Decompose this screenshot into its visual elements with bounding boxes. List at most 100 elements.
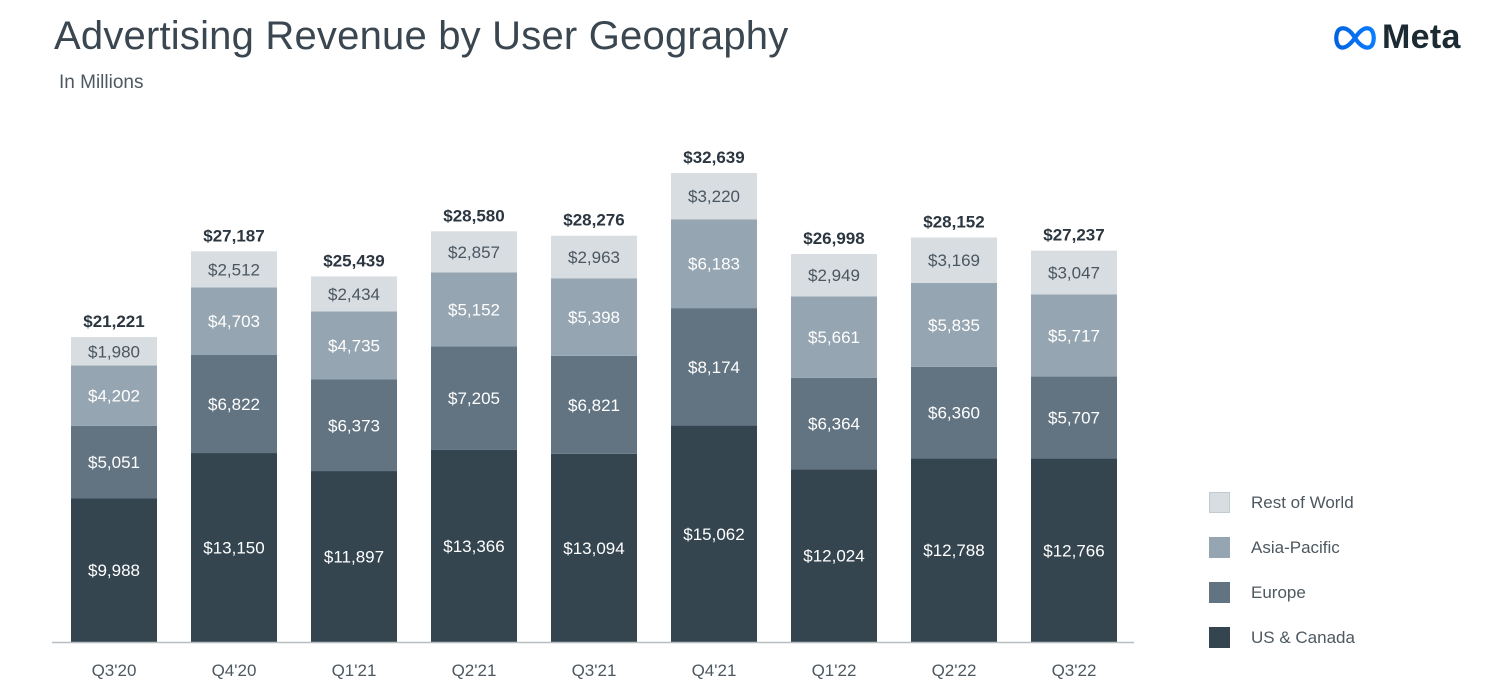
chart-title: Advertising Revenue by User Geography [54, 14, 789, 58]
x-tick-label-q3-22: Q3'22 [1052, 661, 1097, 680]
data-label-europe-q4-20: $6,822 [208, 395, 260, 414]
data-label-asia-pacific-q3-22: $5,717 [1048, 326, 1100, 345]
bar-segment-us-canada-q2-21 [431, 449, 517, 642]
chart-legend: Rest of World Asia-Pacific Europe US & C… [1209, 480, 1355, 660]
data-label-europe-q3-22: $5,707 [1048, 409, 1100, 428]
data-label-asia-pacific-q2-22: $5,835 [928, 316, 980, 335]
bar-segment-rest-of-world-q3-20 [71, 337, 157, 366]
total-label-q4-20: $27,187 [203, 226, 264, 245]
bar-segment-europe-q4-20 [191, 355, 277, 454]
data-label-rest-of-world-q2-21: $2,857 [448, 243, 500, 262]
bar-segment-asia-pacific-q3-21 [551, 278, 637, 356]
bar-segment-asia-pacific-q1-21 [311, 311, 397, 380]
legend-swatch-asia-pacific [1209, 537, 1230, 558]
bar-segment-asia-pacific-q2-21 [431, 272, 517, 347]
bar-segment-europe-q1-21 [311, 379, 397, 472]
data-label-rest-of-world-q3-21: $2,963 [568, 248, 620, 267]
data-label-us-canada-q3-20: $9,988 [88, 561, 140, 580]
total-label-q2-21: $28,580 [443, 206, 504, 225]
bar-segment-rest-of-world-q4-20 [191, 251, 277, 288]
bar-segment-rest-of-world-q2-22 [911, 237, 997, 284]
bar-segment-us-canada-q1-21 [311, 471, 397, 642]
x-tick-label-q1-21: Q1'21 [332, 661, 377, 680]
legend-swatch-europe [1209, 582, 1230, 603]
legend-label-asia-pacific: Asia-Pacific [1251, 537, 1340, 557]
meta-wordmark: Meta [1382, 18, 1461, 56]
stacked-bar-chart: $9,988 $5,051 $4,202 $1,980 $21,221 Q3'20 $13,… [52, 148, 1134, 680]
data-label-us-canada-q2-21: $13,366 [443, 537, 504, 556]
x-tick-label-q3-20: Q3'20 [92, 661, 137, 680]
data-label-europe-q2-21: $7,205 [448, 389, 500, 408]
bar-segment-us-canada-q1-22 [791, 469, 877, 642]
total-label-q1-21: $25,439 [323, 251, 384, 270]
total-label-q2-22: $28,152 [923, 212, 984, 231]
bar-segment-europe-q3-20 [71, 425, 157, 499]
data-label-rest-of-world-q3-22: $3,047 [1048, 264, 1100, 283]
bar-segment-rest-of-world-q4-21 [671, 173, 757, 220]
bar-segment-europe-q1-22 [791, 377, 877, 470]
data-label-europe-q3-21: $6,821 [568, 396, 620, 415]
data-label-europe-q1-21: $6,373 [328, 416, 380, 435]
bar-segment-us-canada-q2-22 [911, 458, 997, 642]
legend-label-europe: Europe [1251, 582, 1306, 602]
data-label-rest-of-world-q2-22: $3,169 [928, 251, 980, 270]
legend-item-europe: Europe [1209, 570, 1355, 615]
legend-label-us-canada: US & Canada [1251, 627, 1355, 647]
legend-item-rest-of-world: Rest of World [1209, 480, 1355, 525]
data-label-asia-pacific-q3-21: $5,398 [568, 308, 620, 327]
data-label-europe-q4-21: $8,174 [688, 358, 740, 377]
x-tick-label-q3-21: Q3'21 [572, 661, 617, 680]
bar-segment-rest-of-world-q2-21 [431, 231, 517, 273]
bar-segment-europe-q3-21 [551, 355, 637, 454]
legend-swatch-us-canada [1209, 627, 1230, 648]
data-label-asia-pacific-q1-21: $4,735 [328, 336, 380, 355]
legend-swatch-rest-of-world [1209, 492, 1230, 513]
bar-segment-asia-pacific-q4-21 [671, 219, 757, 309]
data-label-us-canada-q1-21: $11,897 [324, 548, 384, 567]
bar-segment-rest-of-world-q1-22 [791, 254, 877, 297]
bar-segment-asia-pacific-q3-20 [71, 365, 157, 426]
bar-segment-asia-pacific-q2-22 [911, 283, 997, 367]
data-label-asia-pacific-q1-22: $5,661 [808, 328, 860, 347]
bar-segment-asia-pacific-q3-22 [1031, 294, 1117, 377]
data-label-us-canada-q3-21: $13,094 [563, 539, 624, 558]
data-label-us-canada-q1-22: $12,024 [803, 547, 864, 566]
data-label-us-canada-q2-22: $12,788 [923, 541, 984, 560]
total-label-q3-22: $27,237 [1043, 226, 1104, 245]
data-label-asia-pacific-q4-20: $4,703 [208, 312, 260, 331]
bar-segment-us-canada-q4-20 [191, 453, 277, 642]
bar-segment-europe-q2-22 [911, 366, 997, 459]
bar-segment-us-canada-q4-21 [671, 425, 757, 642]
bar-segment-rest-of-world-q1-21 [311, 276, 397, 312]
bar-segment-europe-q4-21 [671, 308, 757, 426]
data-label-rest-of-world-q4-20: $2,512 [208, 260, 260, 279]
bar-segment-rest-of-world-q3-21 [551, 235, 637, 279]
meta-logo: Meta [1332, 18, 1461, 57]
data-label-asia-pacific-q2-21: $5,152 [448, 300, 500, 319]
bar-segment-europe-q3-22 [1031, 376, 1117, 459]
chart-subtitle: In Millions [59, 72, 144, 93]
bar-segment-asia-pacific-q4-20 [191, 287, 277, 356]
meta-infinity-icon [1334, 25, 1376, 50]
data-label-rest-of-world-q1-22: $2,949 [808, 266, 860, 285]
bar-segment-us-canada-q3-21 [551, 453, 637, 642]
total-label-q3-20: $21,221 [83, 312, 144, 331]
bar-segment-rest-of-world-q3-22 [1031, 250, 1117, 295]
total-label-q3-21: $28,276 [563, 211, 624, 230]
bar-segment-asia-pacific-q1-22 [791, 296, 877, 378]
data-label-us-canada-q4-21: $15,062 [683, 525, 744, 544]
legend-item-asia-pacific: Asia-Pacific [1209, 525, 1355, 570]
data-label-asia-pacific-q4-21: $6,183 [688, 255, 740, 274]
data-label-us-canada-q4-20: $13,150 [203, 539, 264, 558]
x-tick-label-q4-20: Q4'20 [212, 661, 257, 680]
data-label-rest-of-world-q4-21: $3,220 [688, 187, 740, 206]
data-label-europe-q3-20: $5,051 [88, 453, 140, 472]
total-label-q1-22: $26,998 [803, 229, 864, 248]
data-label-rest-of-world-q3-20: $1,980 [88, 342, 140, 361]
legend-item-us-canada: US & Canada [1209, 615, 1355, 660]
bar-segment-europe-q2-21 [431, 346, 517, 450]
total-label-q4-21: $32,639 [683, 148, 744, 167]
data-label-us-canada-q3-22: $12,766 [1043, 541, 1104, 560]
data-label-europe-q2-22: $6,360 [928, 404, 980, 423]
bar-segment-us-canada-q3-20 [71, 498, 157, 642]
